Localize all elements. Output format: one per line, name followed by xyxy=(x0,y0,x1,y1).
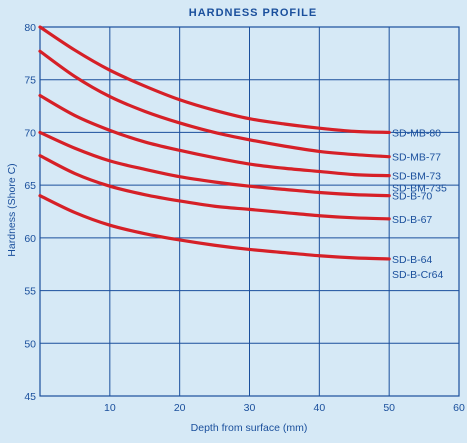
y-tick-label: 80 xyxy=(24,22,36,34)
series-labels: SD-MB-80 SD-MB-77 SD-BM-73SD-BM-735SD-B-70… xyxy=(392,127,447,281)
grid xyxy=(39,26,460,397)
y-tick-label: 60 xyxy=(24,233,36,245)
series-label: SD-MB-80 xyxy=(392,127,441,139)
y-tick-label: 50 xyxy=(24,338,36,350)
series-line-3 xyxy=(38,130,391,198)
series-label: SD-BM-73 xyxy=(392,171,441,183)
series-line-0 xyxy=(38,25,391,135)
series-line-4 xyxy=(38,154,391,221)
chart-title: HARDNESS PROFILE xyxy=(189,7,317,19)
x-tick-label: 50 xyxy=(383,402,395,414)
series-lines xyxy=(38,25,391,261)
series-label: SD-MB-77 xyxy=(392,152,441,164)
series-line-2 xyxy=(38,93,391,178)
y-tick-label: 75 xyxy=(24,75,36,87)
y-tick-label: 70 xyxy=(24,127,36,139)
x-tick-label: 10 xyxy=(104,402,116,414)
x-tick-label: 60 xyxy=(453,402,465,414)
series-label: SD-B-70 xyxy=(392,191,432,203)
series-line-5 xyxy=(38,194,391,261)
x-tick-label: 40 xyxy=(313,402,325,414)
x-tick-label: 30 xyxy=(244,402,256,414)
tick-labels: 10 20 30 40 50 60 45 50 55 60 65 70 75 80 xyxy=(24,22,465,414)
x-tick-label: 20 xyxy=(174,402,186,414)
x-axis-label: Depth from surface (mm) xyxy=(191,422,308,434)
y-tick-label: 65 xyxy=(24,180,36,192)
y-tick-label: 45 xyxy=(24,391,36,403)
series-label: SD-BM-735 xyxy=(392,183,447,195)
y-tick-label: 55 xyxy=(24,286,36,298)
series-label: SD-B-Cr64 xyxy=(392,269,444,281)
y-axis-label: Hardness (Shore C) xyxy=(6,163,18,256)
series-label: SD-B-67 xyxy=(392,214,432,226)
series-line-1 xyxy=(38,49,391,159)
series-label: SD-B-64 xyxy=(392,254,432,266)
